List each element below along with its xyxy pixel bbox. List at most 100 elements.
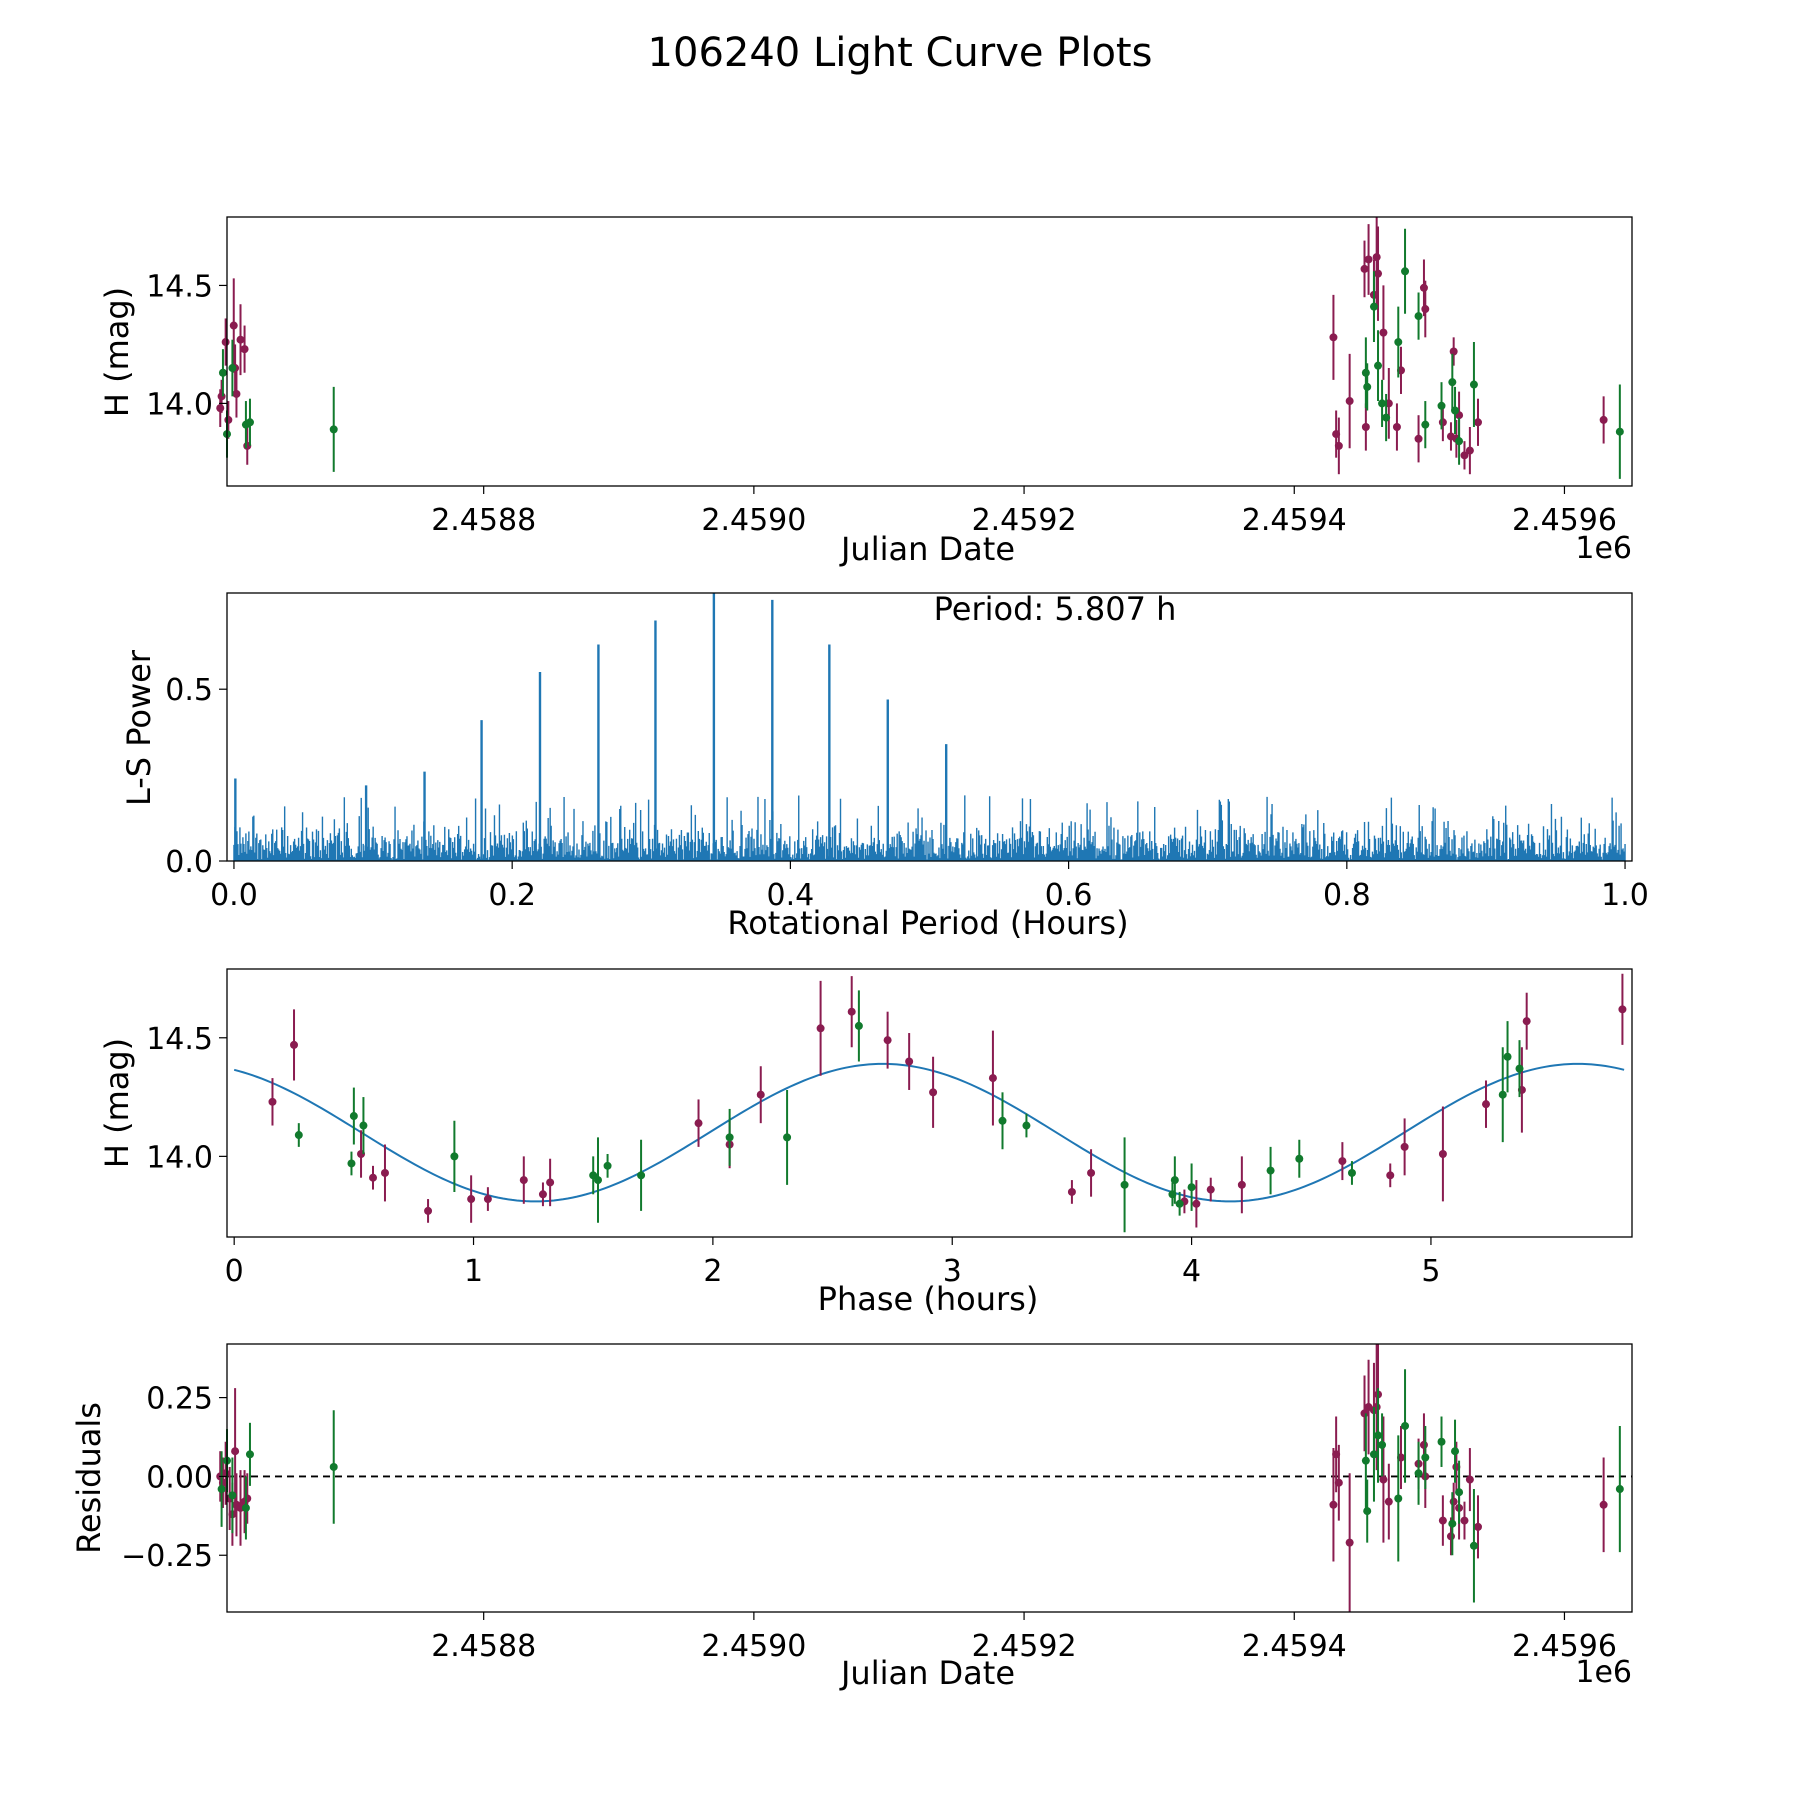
purple-data-point	[546, 1178, 555, 1187]
purple-data-point	[1400, 1142, 1409, 1151]
x-tick-label: 2.4594	[1242, 503, 1347, 538]
purple-data-point	[1384, 1497, 1393, 1506]
green-data-point	[1361, 1456, 1370, 1465]
x-tick-label: 2.4596	[1512, 1629, 1617, 1664]
purple-data-point	[1237, 1180, 1246, 1189]
purple-data-point	[1438, 1149, 1447, 1158]
residuals-panel: Julian Date Residuals 1e6 2.4588 2.4590 2.…	[70, 1343, 1633, 1692]
purple-data-point	[1361, 423, 1370, 432]
y-tick-label: 14.5	[146, 269, 213, 304]
purple-data-point	[1438, 1516, 1447, 1525]
green-data-point	[1437, 401, 1446, 410]
green-data-point	[1378, 1440, 1387, 1449]
green-data-point	[1394, 338, 1403, 347]
x-tick-label: 2.4596	[1512, 503, 1617, 538]
green-data-point	[349, 1112, 358, 1121]
green-data-point	[1515, 1064, 1524, 1073]
x-tick-label: 2.4592	[972, 503, 1077, 538]
purple-data-point	[1419, 1440, 1428, 1449]
purple-data-point	[1379, 328, 1388, 337]
green-data-point	[603, 1161, 612, 1170]
green-data-point	[1414, 312, 1423, 321]
purple-data-point	[217, 392, 226, 401]
green-data-point	[359, 1121, 368, 1130]
green-data-point	[1498, 1090, 1507, 1099]
purple-data-point	[519, 1176, 528, 1185]
green-data-point	[217, 1485, 226, 1494]
purple-data-point	[1379, 1475, 1388, 1484]
axes-frame	[226, 1343, 1633, 1613]
x-tick-label: 3	[943, 1254, 962, 1289]
green-data-point	[1455, 437, 1464, 446]
purple-data-point	[224, 415, 233, 424]
periodogram-noise	[233, 795, 1626, 861]
green-data-point	[1369, 302, 1378, 311]
purple-data-point	[756, 1090, 765, 1099]
green-data-point	[1401, 1421, 1410, 1430]
purple-data-point	[988, 1074, 997, 1083]
x-tick-label: 2.4590	[701, 1629, 806, 1664]
green-data-point	[1361, 368, 1370, 377]
green-data-point	[1363, 382, 1372, 391]
purple-data-point	[216, 404, 225, 413]
purple-data-point	[467, 1195, 476, 1204]
green-data-point	[1448, 1519, 1457, 1528]
y-tick-label: 14.0	[146, 387, 213, 422]
x-tick-label: 0.4	[767, 878, 815, 913]
x-tick-label: 2.4588	[431, 1629, 536, 1664]
purple-data-point	[1360, 264, 1369, 273]
axes-frame	[226, 216, 1633, 487]
green-data-point	[1414, 1469, 1423, 1478]
purple-data-point	[1345, 397, 1354, 406]
phased-panel: Phase (hours) H (mag) 0 1 2 3 4 5 14.0 14.5	[98, 968, 1633, 1318]
purple-data-point	[1460, 451, 1469, 460]
green-data-point	[450, 1152, 459, 1161]
residuals-ylabel: Residuals	[70, 1402, 108, 1554]
purple-data-point	[1438, 418, 1447, 427]
green-data-point	[1347, 1168, 1356, 1177]
green-data-point	[1437, 1437, 1446, 1446]
purple-data-point	[1192, 1199, 1201, 1208]
purple-data-point	[1329, 333, 1338, 342]
axes-frame	[226, 968, 1633, 1238]
green-data-point	[347, 1159, 356, 1168]
green-data-point	[1369, 1450, 1378, 1459]
x-tick-label: 2.4590	[701, 503, 806, 538]
purple-data-point	[236, 335, 245, 344]
y-tick-label: 14.5	[146, 1022, 213, 1057]
purple-data-point	[1599, 415, 1608, 424]
y-tick-label: 14.0	[146, 1140, 213, 1175]
green-data-point	[1187, 1183, 1196, 1192]
purple-data-point	[1449, 1497, 1458, 1506]
green-data-point	[1421, 420, 1430, 429]
purple-data-point	[1374, 269, 1383, 278]
green-data-point	[1374, 1431, 1383, 1440]
green-data-point	[1451, 406, 1460, 415]
residuals-x-offset: 1e6	[1575, 1655, 1632, 1690]
green-data-point	[218, 368, 227, 377]
green-data-point	[1469, 380, 1478, 389]
purple-data-point	[1618, 1005, 1627, 1014]
purple-data-point	[1421, 305, 1430, 314]
purple-data-point	[1334, 441, 1343, 450]
periodogram-panel: Rotational Period (Hours) L-S Power Peri…	[120, 590, 1649, 942]
purple-data-point	[1329, 1500, 1338, 1509]
purple-data-point	[1460, 1516, 1469, 1525]
green-data-point	[241, 1503, 250, 1512]
residuals-xlabel: Julian Date	[839, 1654, 1015, 1692]
periodogram-ylabel: L-S Power	[120, 649, 158, 806]
purple-data-point	[243, 1494, 252, 1503]
x-tick-label: 0.0	[210, 878, 258, 913]
purple-data-point	[1449, 347, 1458, 356]
green-data-point	[329, 425, 338, 434]
y-tick-label: 0.5	[165, 673, 213, 708]
purple-data-point	[883, 1036, 892, 1045]
green-data-point	[245, 418, 254, 427]
y-tick-label: 0.0	[165, 845, 213, 880]
purple-data-point	[268, 1097, 277, 1106]
purple-data-point	[1465, 446, 1474, 455]
phased-ylabel: H (mag)	[98, 1038, 136, 1168]
green-data-point	[1469, 1541, 1478, 1550]
green-data-point	[329, 1462, 338, 1471]
purple-data-point	[232, 389, 241, 398]
